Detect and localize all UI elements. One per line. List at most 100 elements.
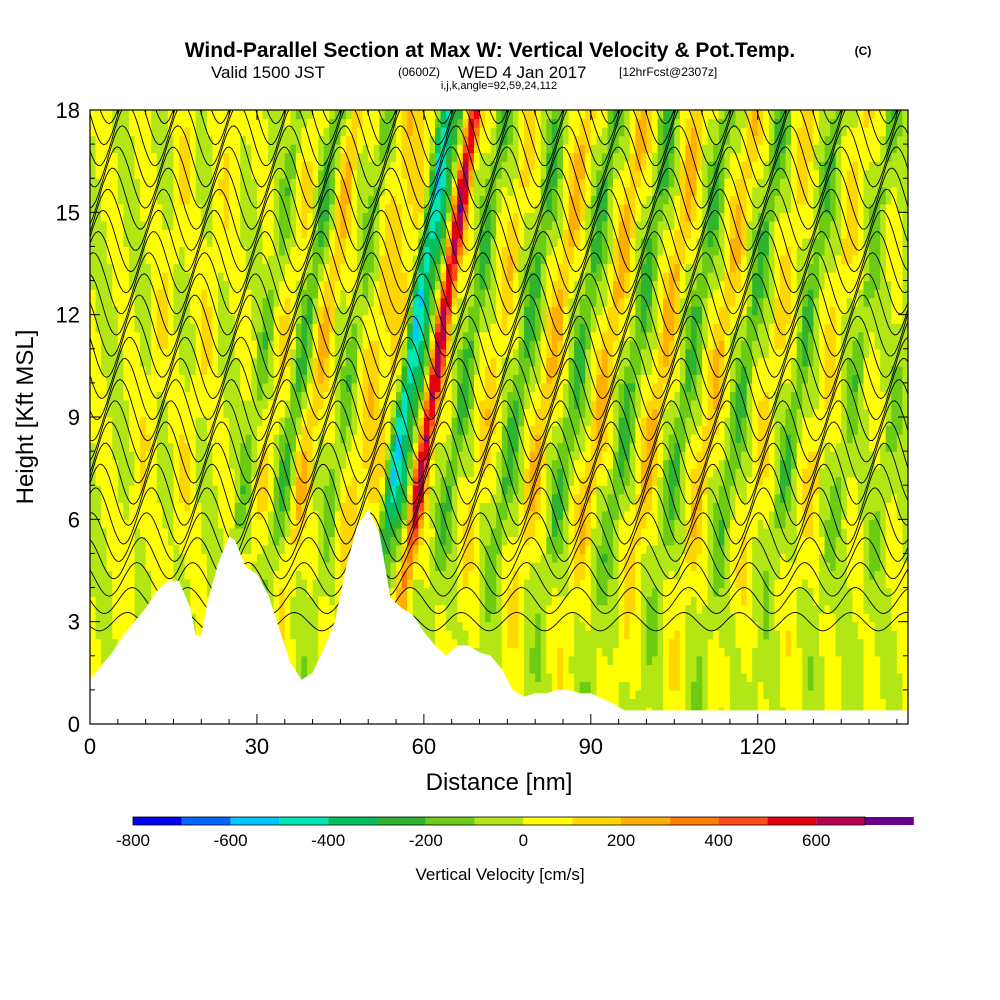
w-cell	[568, 451, 575, 461]
w-cell	[128, 553, 136, 563]
w-cell	[229, 434, 236, 444]
w-cell	[668, 468, 675, 478]
w-cell	[201, 604, 208, 614]
w-cell	[229, 451, 236, 461]
w-cell	[841, 698, 848, 708]
w-cell	[379, 434, 386, 444]
w-cell	[613, 681, 620, 691]
w-cell	[401, 570, 408, 580]
w-cell	[735, 561, 742, 572]
w-cell	[685, 476, 692, 486]
w-cell	[657, 647, 664, 657]
w-cell	[435, 544, 442, 555]
w-cell	[729, 613, 737, 623]
w-cell	[780, 476, 787, 486]
w-cell	[663, 613, 670, 623]
w-cell	[713, 434, 720, 444]
w-cell	[501, 485, 508, 495]
w-cell	[852, 510, 859, 520]
w-cell	[240, 451, 247, 461]
w-cell	[329, 451, 336, 461]
w-cell	[128, 604, 136, 614]
w-cell	[524, 647, 531, 657]
w-cell	[796, 510, 803, 520]
w-cell	[824, 596, 831, 606]
w-cell	[596, 459, 603, 469]
w-cell	[668, 553, 675, 563]
w-cell	[468, 468, 475, 478]
w-cell	[223, 468, 230, 478]
w-cell	[151, 468, 158, 478]
w-cell	[752, 544, 759, 555]
w-cell	[880, 553, 887, 563]
w-cell	[601, 681, 609, 691]
w-cell	[796, 536, 803, 546]
w-cell	[902, 681, 908, 691]
w-cell	[596, 502, 603, 512]
w-cell	[167, 442, 175, 452]
w-cell	[590, 630, 597, 640]
w-cell	[679, 476, 687, 486]
w-cell	[518, 451, 525, 461]
w-cell	[273, 579, 280, 589]
w-cell	[195, 544, 202, 555]
w-cell	[106, 647, 113, 657]
w-cell	[674, 638, 681, 648]
w-cell	[640, 664, 648, 674]
w-cell	[162, 493, 169, 503]
w-cell	[468, 570, 475, 580]
w-cell	[562, 493, 570, 503]
w-cell	[869, 655, 876, 665]
w-cell	[601, 451, 609, 461]
w-cell	[540, 638, 547, 648]
w-cell	[574, 493, 581, 503]
w-cell	[579, 502, 586, 512]
w-cell	[880, 587, 887, 597]
w-cell	[446, 510, 453, 520]
w-cell	[373, 493, 380, 503]
w-cell	[663, 476, 670, 486]
w-cell	[206, 451, 214, 461]
w-cell	[774, 502, 781, 512]
w-cell	[802, 493, 809, 503]
w-cell	[95, 604, 102, 614]
w-cell	[774, 587, 781, 597]
w-cell	[562, 544, 570, 555]
w-cell	[852, 613, 859, 623]
w-cell	[818, 681, 826, 691]
w-cell	[535, 596, 542, 606]
w-cell	[696, 544, 703, 555]
w-cell	[279, 553, 286, 563]
w-cell	[601, 536, 609, 546]
w-cell	[240, 553, 247, 563]
w-cell	[418, 459, 425, 469]
w-cell	[824, 630, 831, 640]
w-cell	[574, 596, 581, 606]
w-cell	[757, 638, 764, 648]
w-cell	[540, 553, 547, 563]
w-cell	[685, 630, 692, 640]
w-cell	[735, 485, 742, 495]
w-cell	[334, 485, 341, 495]
w-cell	[752, 442, 759, 452]
w-cell	[479, 630, 486, 640]
w-cell	[535, 536, 542, 546]
w-cell	[807, 689, 814, 700]
w-cell	[657, 527, 664, 537]
w-cell	[145, 493, 152, 503]
w-cell	[429, 502, 436, 512]
w-cell	[546, 502, 553, 512]
w-cell	[596, 613, 603, 623]
w-cell	[562, 570, 570, 580]
w-cell	[485, 502, 492, 512]
w-cell	[585, 630, 592, 640]
w-cell	[885, 476, 892, 486]
w-cell	[646, 681, 653, 691]
w-cell	[512, 468, 520, 478]
w-cell	[518, 519, 525, 529]
w-cell	[696, 536, 703, 546]
w-cell	[501, 553, 508, 563]
w-cell	[646, 596, 653, 606]
w-cell	[273, 613, 280, 623]
w-cell	[713, 604, 720, 614]
